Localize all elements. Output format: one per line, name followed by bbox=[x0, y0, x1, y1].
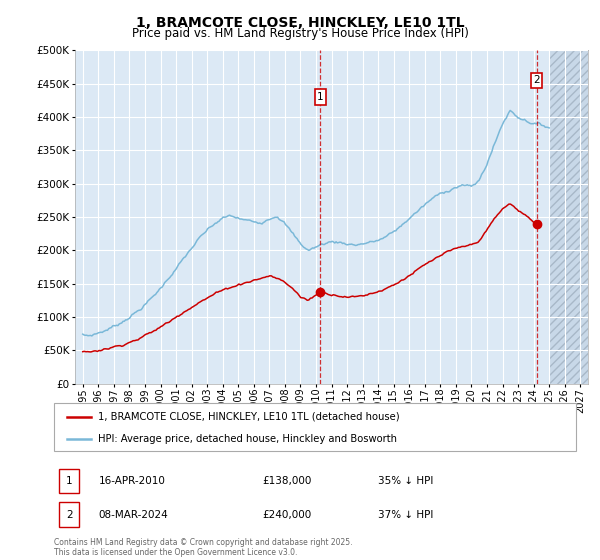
FancyBboxPatch shape bbox=[54, 403, 576, 451]
Text: 16-APR-2010: 16-APR-2010 bbox=[98, 476, 165, 486]
Text: HPI: Average price, detached house, Hinckley and Bosworth: HPI: Average price, detached house, Hinc… bbox=[98, 434, 397, 444]
Text: 37% ↓ HPI: 37% ↓ HPI bbox=[377, 510, 433, 520]
FancyBboxPatch shape bbox=[59, 469, 79, 493]
Text: Price paid vs. HM Land Registry's House Price Index (HPI): Price paid vs. HM Land Registry's House … bbox=[131, 27, 469, 40]
Text: 1, BRAMCOTE CLOSE, HINCKLEY, LE10 1TL: 1, BRAMCOTE CLOSE, HINCKLEY, LE10 1TL bbox=[136, 16, 464, 30]
FancyBboxPatch shape bbox=[59, 502, 79, 527]
Bar bbox=[549, 50, 588, 384]
Text: 08-MAR-2024: 08-MAR-2024 bbox=[98, 510, 168, 520]
Text: 2: 2 bbox=[66, 510, 73, 520]
Bar bbox=[549, 50, 588, 384]
Text: 1: 1 bbox=[66, 476, 73, 486]
Text: Contains HM Land Registry data © Crown copyright and database right 2025.
This d: Contains HM Land Registry data © Crown c… bbox=[54, 538, 353, 557]
Text: £138,000: £138,000 bbox=[263, 476, 312, 486]
Text: 35% ↓ HPI: 35% ↓ HPI bbox=[377, 476, 433, 486]
Text: 1: 1 bbox=[317, 92, 324, 102]
Text: 1, BRAMCOTE CLOSE, HINCKLEY, LE10 1TL (detached house): 1, BRAMCOTE CLOSE, HINCKLEY, LE10 1TL (d… bbox=[98, 412, 400, 422]
Text: £240,000: £240,000 bbox=[263, 510, 312, 520]
Text: 2: 2 bbox=[533, 76, 540, 85]
